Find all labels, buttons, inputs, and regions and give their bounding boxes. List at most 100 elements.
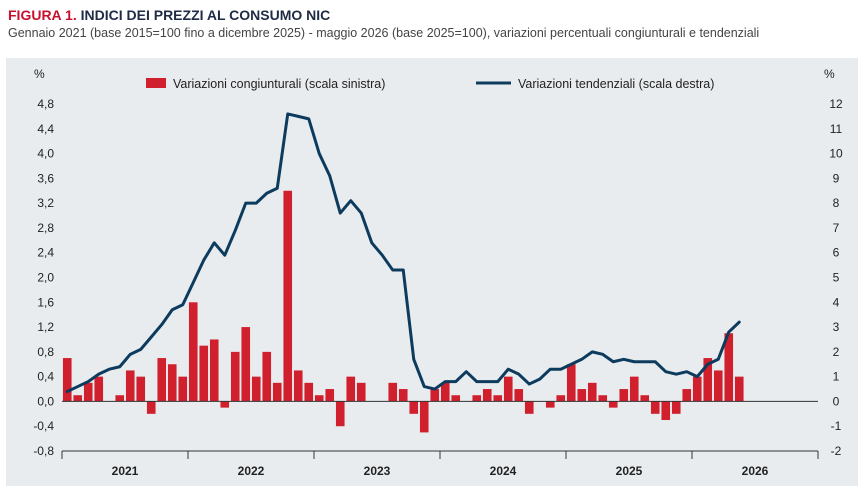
- bar-congiunturale: [346, 376, 356, 402]
- right-axis-tick-label: 5: [833, 271, 840, 285]
- bar-congiunturale: [451, 395, 461, 402]
- bar-congiunturale: [682, 389, 692, 402]
- bar-congiunturale: [409, 401, 419, 414]
- bar-congiunturale: [115, 395, 125, 402]
- right-axis-unit: %: [824, 67, 835, 81]
- bar-congiunturale: [272, 382, 282, 402]
- bar-congiunturale: [713, 370, 723, 402]
- right-axis-tick-label: 7: [833, 221, 840, 235]
- chart-header: FIGURA 1. INDICI DEI PREZZI AL CONSUMO N…: [8, 6, 858, 41]
- bar-congiunturale: [62, 358, 72, 402]
- bar-congiunturale: [545, 401, 555, 408]
- bar-congiunturale: [524, 401, 534, 414]
- chart-title: FIGURA 1. INDICI DEI PREZZI AL CONSUMO N…: [8, 6, 858, 24]
- bar-congiunturale: [587, 382, 597, 402]
- bar-congiunturale: [671, 401, 681, 414]
- bar-congiunturale: [73, 395, 83, 402]
- right-axis-tick-label: 11: [830, 122, 843, 136]
- bar-congiunturale: [514, 389, 524, 402]
- bar-congiunturale: [94, 376, 104, 402]
- bar-congiunturale: [209, 339, 219, 402]
- bar-congiunturale: [629, 376, 639, 402]
- bar-congiunturale: [419, 401, 429, 433]
- right-axis-tick-label: 8: [833, 196, 840, 210]
- bar-congiunturale: [178, 376, 188, 402]
- bar-congiunturale: [83, 382, 93, 402]
- bar-congiunturale: [577, 389, 587, 402]
- bar-congiunturale: [388, 382, 398, 402]
- bar-congiunturale: [325, 389, 335, 402]
- x-axis-year-label: 2026: [742, 464, 769, 478]
- bar-congiunturale: [356, 382, 366, 402]
- legend-bar-swatch: [146, 78, 166, 88]
- figure-label: FIGURA 1.: [8, 7, 77, 23]
- left-axis-tick-label: 2,8: [37, 221, 54, 235]
- left-axis-tick-label: 4,8: [37, 97, 54, 111]
- right-axis-tick-label: 1: [833, 370, 840, 384]
- bar-congiunturale: [314, 395, 324, 402]
- left-axis-tick-label: 4,0: [37, 147, 54, 161]
- bar-congiunturale: [241, 327, 251, 402]
- left-axis-tick-label: 3,6: [37, 171, 54, 185]
- bar-congiunturale: [430, 389, 440, 402]
- bar-congiunturale: [125, 370, 135, 402]
- right-axis-tick-label: 4: [833, 295, 840, 309]
- right-axis-tick-label: -1: [831, 419, 842, 433]
- bar-congiunturale: [199, 345, 209, 402]
- legend-line-label: Variazioni tendenziali (scala destra): [518, 77, 714, 91]
- left-axis-unit: %: [34, 67, 45, 81]
- bar-congiunturale: [482, 389, 492, 402]
- left-axis-tick-label: 1,2: [37, 320, 54, 334]
- bar-congiunturale: [724, 333, 734, 402]
- legend-bar-label: Variazioni congiunturali (scala sinistra…: [173, 77, 385, 91]
- right-axis-tick-label: 3: [833, 320, 840, 334]
- bar-congiunturale: [619, 389, 629, 402]
- left-axis-tick-label: 0,8: [37, 345, 54, 359]
- bar-congiunturale: [230, 351, 240, 402]
- bar-congiunturale: [734, 376, 744, 402]
- right-axis-tick-label: 12: [829, 97, 843, 111]
- bar-congiunturale: [293, 370, 303, 402]
- bar-congiunturale: [598, 395, 608, 402]
- left-axis-tick-label: 0,0: [37, 394, 54, 408]
- right-axis-tick-label: 6: [833, 246, 840, 260]
- bar-congiunturale: [703, 358, 713, 402]
- bar-congiunturale: [608, 401, 618, 408]
- left-axis-tick-label: 4,4: [37, 122, 54, 136]
- bar-congiunturale: [304, 382, 314, 402]
- chart-svg: Variazioni congiunturali (scala sinistra…: [33, 67, 843, 478]
- bar-congiunturale: [440, 382, 450, 402]
- x-axis-year-label: 2021: [112, 464, 139, 478]
- left-axis-tick-label: -0,8: [33, 444, 54, 458]
- right-axis-tick-label: 9: [833, 171, 840, 185]
- left-axis-tick-label: 2,0: [37, 271, 54, 285]
- x-axis-year-label: 2025: [616, 464, 643, 478]
- bar-congiunturale: [556, 395, 566, 402]
- left-axis-tick-label: 2,4: [37, 246, 54, 260]
- bar-congiunturale: [692, 376, 702, 402]
- left-axis-tick-label: 3,2: [37, 196, 54, 210]
- line-tendenziale: [65, 112, 741, 394]
- bar-congiunturale: [398, 389, 408, 402]
- bar-congiunturale: [188, 302, 198, 402]
- x-axis-year-label: 2024: [490, 464, 517, 478]
- x-axis-year-label: 2023: [364, 464, 391, 478]
- right-axis-tick-label: -2: [831, 444, 842, 458]
- bar-congiunturale: [283, 190, 293, 402]
- bar-congiunturale: [335, 401, 345, 427]
- bar-congiunturale: [157, 358, 167, 402]
- bar-congiunturale: [661, 401, 671, 421]
- right-axis-tick-label: 2: [833, 345, 840, 359]
- left-axis-tick-label: 1,6: [37, 295, 54, 309]
- bar-congiunturale: [167, 364, 177, 402]
- bar-congiunturale: [640, 395, 650, 402]
- bar-congiunturale: [472, 395, 482, 402]
- x-axis-year-label: 2022: [238, 464, 265, 478]
- bar-congiunturale: [251, 376, 261, 402]
- left-axis-tick-label: 0,4: [37, 370, 54, 384]
- bar-congiunturale: [262, 351, 272, 402]
- right-axis-tick-label: 10: [829, 147, 843, 161]
- bar-congiunturale: [136, 376, 146, 402]
- right-axis-tick-label: 0: [833, 394, 840, 408]
- bar-congiunturale: [146, 401, 156, 414]
